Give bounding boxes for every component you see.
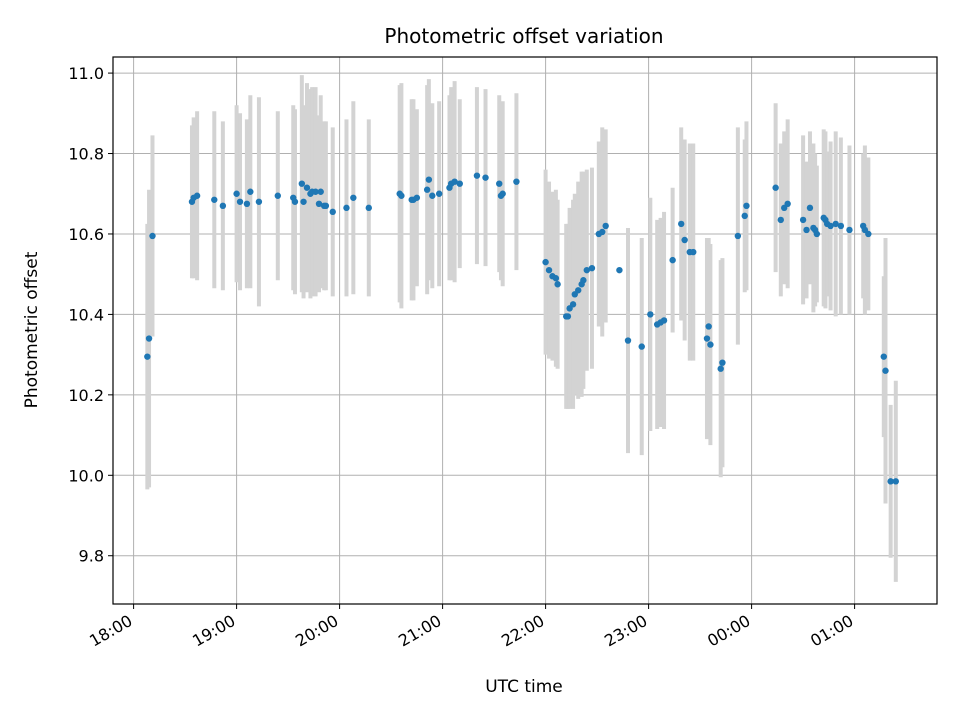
x-axis-label: UTC time — [485, 677, 563, 697]
data-point — [813, 230, 821, 238]
data-point — [482, 174, 489, 181]
data-point — [741, 212, 748, 220]
data-point — [413, 194, 421, 201]
data-point — [499, 190, 506, 197]
data-point — [569, 301, 577, 308]
plot-frame — [112, 56, 938, 605]
data-point — [681, 236, 688, 244]
data-point — [429, 192, 436, 199]
data-point — [343, 204, 350, 212]
data-point — [846, 226, 853, 234]
data-point — [588, 264, 596, 272]
data-point — [329, 208, 336, 216]
data-point — [274, 192, 281, 199]
data-point — [451, 178, 458, 185]
data-point — [803, 226, 810, 234]
y-tick-label: 9.8 — [79, 547, 104, 566]
data-point — [317, 188, 324, 195]
data-point — [703, 335, 711, 342]
data-point — [456, 180, 463, 187]
data-point — [398, 192, 405, 199]
data-point — [777, 216, 784, 224]
data-point — [247, 188, 254, 195]
y-tick-label: 10.6 — [68, 225, 104, 244]
data-point — [575, 287, 582, 294]
data-point — [892, 478, 899, 485]
data-point — [312, 188, 319, 195]
data-point — [647, 311, 654, 318]
data-point — [300, 198, 307, 205]
data-point — [602, 222, 609, 230]
data-point — [542, 258, 549, 266]
data-points — [144, 172, 899, 485]
data-point — [707, 341, 714, 348]
y-axis-label: Photometric offset — [22, 251, 42, 408]
data-point — [806, 204, 814, 212]
data-point — [887, 478, 894, 485]
data-point — [435, 190, 443, 197]
data-point — [678, 220, 685, 228]
data-point — [638, 343, 645, 350]
data-point — [832, 220, 839, 228]
data-point — [734, 232, 742, 240]
y-axis-ticks: 9.8 10.0 10.2 10.4 10.6 10.8 11.0 — [68, 64, 113, 566]
data-point — [837, 222, 845, 230]
data-point — [719, 359, 726, 366]
data-point — [743, 202, 750, 210]
data-point — [243, 200, 251, 208]
data-point — [211, 196, 218, 203]
data-point — [580, 277, 587, 284]
data-point — [717, 365, 724, 372]
data-point — [298, 180, 306, 187]
data-point — [690, 248, 697, 256]
y-tick-label: 11.0 — [68, 64, 104, 83]
data-point — [564, 313, 572, 320]
data-point — [545, 266, 553, 274]
y-tick-label: 10.4 — [68, 305, 104, 324]
chart-title: Photometric offset variation — [384, 24, 663, 48]
data-point — [705, 323, 712, 330]
y-tick-label: 10.2 — [68, 386, 104, 405]
data-point — [772, 184, 779, 191]
data-point — [624, 337, 632, 344]
data-point — [425, 176, 433, 183]
data-point — [315, 200, 323, 208]
y-tick-label: 10.0 — [68, 466, 104, 485]
data-point — [473, 172, 481, 179]
data-point — [552, 275, 560, 282]
data-point — [303, 184, 311, 191]
data-point — [350, 194, 357, 201]
data-point — [496, 180, 503, 187]
data-point — [144, 353, 151, 360]
data-point — [255, 198, 263, 205]
data-point — [513, 178, 520, 185]
data-point — [882, 367, 889, 374]
data-point — [193, 192, 201, 199]
data-point — [365, 204, 372, 212]
data-point — [660, 317, 668, 324]
data-point — [616, 266, 623, 274]
data-point — [880, 353, 887, 360]
y-tick-label: 10.8 — [68, 145, 104, 164]
data-point — [291, 198, 299, 205]
data-point — [554, 281, 561, 288]
data-point — [236, 198, 244, 205]
data-point — [784, 200, 791, 208]
data-point — [799, 216, 807, 224]
data-point — [583, 266, 590, 274]
data-point — [145, 335, 153, 342]
data-point — [219, 202, 227, 210]
data-point — [599, 228, 606, 236]
data-point — [423, 186, 431, 193]
data-point — [149, 232, 156, 240]
data-point — [322, 202, 330, 210]
data-point — [827, 222, 834, 230]
data-point — [233, 190, 240, 197]
data-point — [669, 256, 676, 264]
data-point — [865, 230, 872, 238]
